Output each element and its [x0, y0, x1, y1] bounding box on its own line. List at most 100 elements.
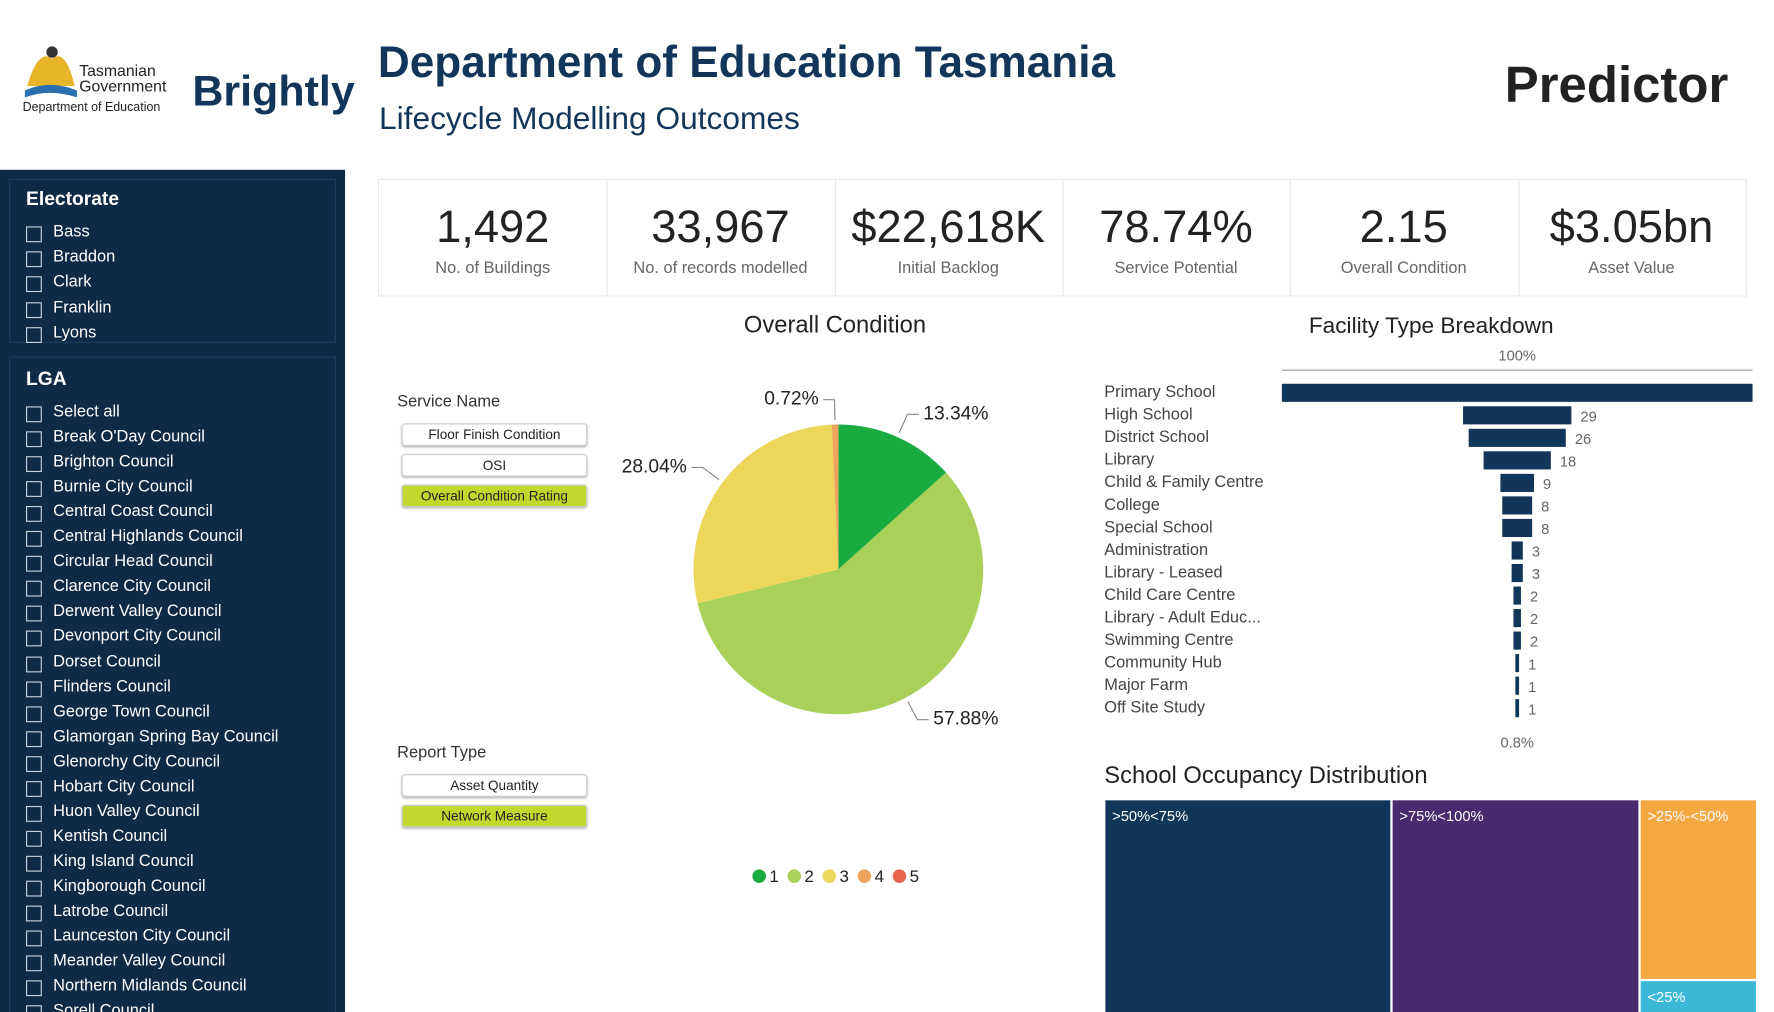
filter-option[interactable]: Dorset Council [53, 652, 161, 671]
checkbox[interactable] [26, 456, 42, 473]
legend-label: 1 [769, 867, 778, 886]
kpi-label: Overall Condition [1340, 259, 1467, 278]
filter-option[interactable]: Clarence City Council [53, 577, 211, 596]
checkbox[interactable] [26, 930, 42, 947]
pie-slice [831, 424, 839, 570]
checkbox[interactable] [26, 655, 42, 672]
checkbox[interactable] [26, 406, 42, 423]
legend-swatch [822, 869, 837, 883]
filter-title: LGA [26, 367, 67, 390]
bar [1515, 676, 1520, 695]
category-label: College [1104, 496, 1160, 514]
filter-option[interactable]: Brighton Council [53, 452, 174, 472]
checkbox[interactable] [26, 905, 42, 922]
category-label: Off Site Study [1104, 699, 1206, 717]
checkbox[interactable] [26, 606, 42, 622]
checkbox[interactable] [26, 326, 42, 343]
checkbox[interactable] [26, 251, 42, 268]
legend-label: 4 [875, 867, 884, 886]
checkbox[interactable] [26, 481, 42, 498]
filter-option[interactable]: Lyons [53, 323, 97, 342]
checkbox[interactable] [26, 431, 42, 448]
filter-option[interactable]: Devonport City Council [53, 627, 221, 646]
checkbox[interactable] [26, 301, 42, 318]
leader-line [823, 399, 836, 421]
filter-option[interactable]: Huon Valley Council [53, 802, 200, 821]
filter-option[interactable]: Circular Head Council [53, 552, 213, 571]
checkbox[interactable] [26, 276, 42, 293]
filter-option[interactable]: Central Highlands Council [53, 527, 243, 546]
bar [1468, 428, 1566, 447]
checkbox[interactable] [26, 730, 42, 747]
filter-option[interactable]: Kentish Council [53, 827, 168, 846]
cell-label: >25%-<50% [1647, 809, 1728, 825]
electorate-box [9, 178, 337, 343]
checkbox[interactable] [26, 581, 42, 597]
bar [1281, 383, 1753, 402]
filter-option[interactable]: Flinders Council [53, 677, 171, 696]
filter-option[interactable]: Derwent Valley Council [53, 602, 222, 621]
checkbox[interactable] [26, 556, 42, 572]
filter-option[interactable]: Burnie City Council [53, 477, 193, 496]
bar [1502, 518, 1533, 538]
logo-text: Tasmanian [79, 61, 156, 80]
bar [1513, 586, 1521, 605]
bar [1515, 699, 1520, 718]
filter-option[interactable]: Bass [53, 223, 90, 242]
filter-option[interactable]: Hobart City Council [53, 777, 195, 796]
checkbox[interactable] [26, 780, 42, 797]
toggle-button[interactable]: Asset Quantity [401, 774, 588, 797]
filter-option[interactable]: Clark [53, 273, 92, 292]
checkbox[interactable] [26, 1005, 42, 1012]
kpi-divider [1062, 179, 1064, 296]
filter-option[interactable]: Glamorgan Spring Bay Council [53, 727, 279, 746]
checkbox[interactable] [26, 680, 42, 697]
checkbox[interactable] [26, 531, 42, 548]
checkbox[interactable] [26, 855, 42, 872]
checkbox[interactable] [26, 506, 42, 523]
kpi-label: Service Potential [1114, 259, 1238, 278]
filter-option[interactable]: Central Coast Council [53, 502, 213, 521]
checkbox[interactable] [26, 226, 42, 243]
leader-line [907, 701, 929, 721]
checkbox[interactable] [26, 805, 42, 822]
checkbox[interactable] [26, 830, 42, 847]
checkbox[interactable] [26, 980, 42, 997]
checkbox[interactable] [26, 631, 42, 647]
checkbox[interactable] [26, 955, 42, 972]
legend-swatch [752, 869, 766, 883]
checkbox[interactable] [26, 705, 42, 722]
toggle-button[interactable]: Floor Finish Condition [401, 423, 588, 447]
toggle-button[interactable]: OSI [401, 453, 588, 477]
filter-option[interactable]: Sorell Council [53, 1002, 155, 1012]
category-label: Swimming Centre [1104, 631, 1233, 649]
bar [1463, 406, 1572, 425]
filter-option[interactable]: King Island Council [53, 852, 194, 871]
data-label: 2 [1530, 590, 1538, 606]
lga-box [9, 356, 337, 1012]
product-name: Predictor [1504, 55, 1729, 114]
kpi-label: Initial Backlog [897, 259, 999, 278]
filter-option[interactable]: Break O'Day Council [53, 427, 205, 447]
filter-option[interactable]: Meander Valley Council [53, 952, 226, 971]
legend-swatch [892, 869, 907, 883]
checkbox[interactable] [26, 755, 42, 772]
filter-option[interactable]: George Town Council [53, 702, 210, 721]
category-label: Library - Adult Educ... [1104, 608, 1261, 626]
filter-option[interactable]: Northern Midlands Council [53, 977, 247, 996]
kpi-label: No. of Buildings [435, 259, 551, 278]
filter-option[interactable]: Franklin [53, 298, 112, 317]
filter-option[interactable]: Latrobe Council [53, 902, 169, 921]
toggle-button[interactable]: Network Measure [401, 804, 588, 828]
filter-option[interactable]: Glenorchy City Council [53, 752, 221, 771]
legend-label: 5 [910, 867, 919, 886]
filter-option[interactable]: Kingborough Council [53, 877, 206, 896]
filter-option[interactable]: Launceston City Council [53, 927, 231, 946]
page-title: Department of Education Tasmania [377, 38, 1116, 88]
filter-option[interactable]: Select all [53, 402, 120, 422]
toggle-button[interactable]: Overall Condition Rating [401, 484, 588, 508]
filter-option[interactable]: Braddon [53, 248, 116, 267]
cell-label: <25% [1647, 990, 1685, 1006]
checkbox[interactable] [26, 880, 42, 897]
legend-label: 3 [839, 867, 848, 886]
